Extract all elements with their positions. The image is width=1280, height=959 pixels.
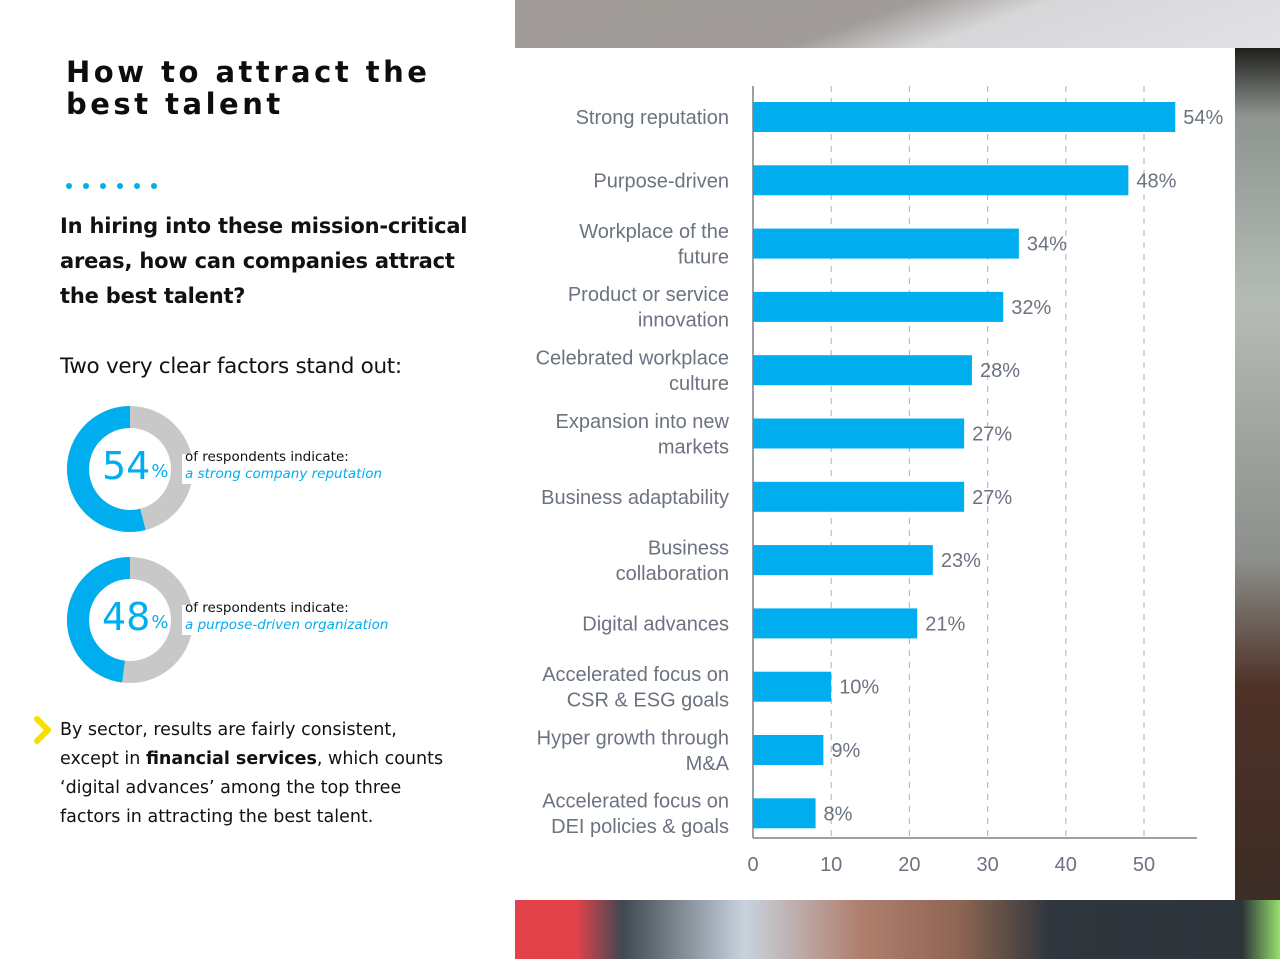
photo-top [515, 0, 1280, 48]
sector-note: By sector, results are fairly consistent… [60, 716, 460, 832]
divider-dot [134, 183, 140, 189]
x-tick-label: 10 [820, 854, 842, 876]
x-tick-label: 40 [1055, 854, 1077, 876]
x-tick-label: 30 [976, 854, 998, 876]
bar [753, 291, 1004, 322]
x-tick-label: 0 [747, 854, 758, 876]
divider-dot [100, 183, 106, 189]
bar-chart: 54% Strong reputation 48% Purpose-driven 34%… [536, 86, 1224, 876]
note-text: By sector, results are fairly consistent… [60, 720, 397, 769]
category-label: collaboration [616, 563, 729, 585]
value-label: 48% [1136, 170, 1176, 192]
bar [753, 228, 1019, 259]
bar [753, 798, 816, 829]
note-text-end: , which counts ‘digital advances’ among … [60, 749, 444, 827]
left-panel: How to attract the best talent In hiring… [0, 0, 515, 959]
category-label: Accelerated focus on [542, 791, 729, 813]
category-label: Expansion into new [556, 411, 730, 433]
stat-number: 48 [102, 595, 151, 639]
category-label: Strong reputation [576, 107, 729, 129]
donut-gap [182, 605, 194, 635]
stat-subtitle: a purpose-driven organization [185, 617, 389, 633]
dot-divider [66, 183, 157, 189]
category-label: Hyper growth through [537, 727, 729, 749]
chevron-right-icon [34, 716, 51, 744]
value-label: 21% [925, 613, 965, 635]
category-label: Celebrated workplace [536, 347, 729, 369]
chart-card: 54% Strong reputation 48% Purpose-driven 34%… [515, 48, 1235, 900]
donut-gap [182, 454, 194, 484]
stat-reputation: 54% of respondents indicate: a strong co… [66, 405, 396, 533]
stat-subtitle: a strong company reputation [185, 466, 383, 482]
x-tick-label: 20 [898, 854, 920, 876]
donut-fill [67, 557, 131, 683]
factors-intro: Two very clear factors stand out: [60, 354, 402, 379]
value-label: 54% [1183, 107, 1223, 129]
donut-chart-icon [67, 557, 194, 683]
category-label: culture [669, 373, 729, 395]
value-label: 23% [941, 550, 981, 572]
stat-label: of respondents indicate: [185, 600, 349, 616]
donut-fill [67, 406, 146, 532]
stat-purpose: 48% of respondents indicate: a purpose-d… [66, 556, 396, 684]
bar [753, 481, 965, 512]
category-label: DEI policies & goals [551, 816, 729, 838]
category-label: Purpose-driven [593, 170, 729, 192]
bar [753, 735, 824, 765]
bar [753, 608, 918, 639]
value-label: 28% [980, 360, 1020, 382]
divider-dot [117, 183, 123, 189]
category-label: Business adaptability [541, 487, 729, 509]
x-tick-label: 50 [1133, 854, 1155, 876]
bar [753, 165, 1129, 196]
stat-label: of respondents indicate: [185, 449, 349, 465]
divider-dot [151, 183, 157, 189]
category-label: Accelerated focus on [542, 664, 729, 686]
category-label: future [678, 246, 729, 268]
category-label: Workplace of the [579, 221, 729, 243]
category-label: Business [648, 537, 729, 559]
value-label: 10% [839, 677, 879, 699]
category-label: innovation [638, 310, 729, 332]
value-label: 9% [831, 740, 860, 762]
category-label: CSR & ESG goals [567, 689, 729, 711]
value-label: 27% [972, 424, 1012, 446]
stat-unit: % [151, 461, 169, 482]
page-title: How to attract the best talent [66, 55, 431, 121]
stat-value: 54% [102, 443, 168, 489]
value-label: 27% [972, 487, 1012, 509]
divider-dot [83, 183, 89, 189]
bar [753, 418, 965, 449]
divider-dot [66, 183, 72, 189]
photo-bottom [515, 900, 1280, 959]
bar [753, 671, 832, 702]
category-label: Digital advances [582, 613, 729, 635]
stat-number: 54 [102, 444, 151, 488]
note-emphasis: financial services [145, 749, 317, 769]
value-label: 32% [1011, 297, 1051, 319]
value-label: 34% [1027, 234, 1067, 256]
category-label: markets [658, 436, 729, 458]
intro-question: In hiring into these mission-critical ar… [60, 214, 468, 308]
category-label: M&A [686, 753, 730, 775]
category-label: Product or service [568, 284, 729, 306]
value-label: 8% [824, 803, 853, 825]
donut-chart-icon [67, 406, 194, 532]
stat-value: 48% [102, 594, 168, 640]
stat-unit: % [151, 612, 169, 633]
bar [753, 355, 972, 386]
photo-right [1235, 48, 1280, 900]
bar [753, 545, 933, 576]
bar [753, 102, 1176, 132]
